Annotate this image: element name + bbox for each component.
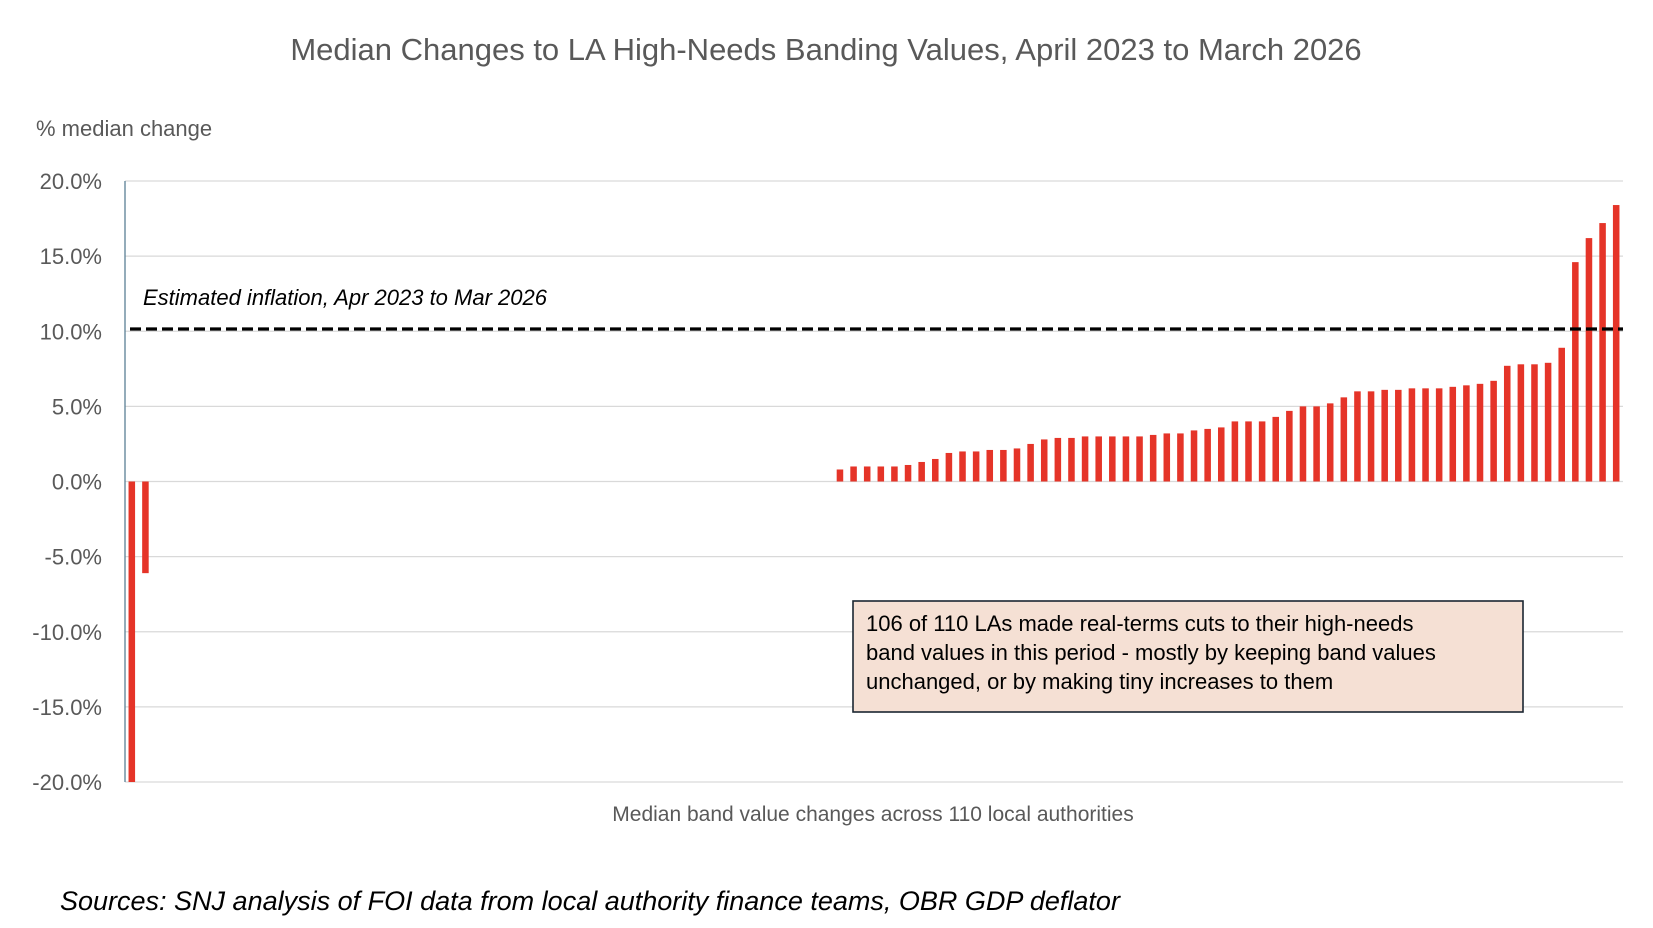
bar bbox=[1081, 436, 1089, 482]
y-axis-label: % median change bbox=[36, 116, 212, 141]
bar bbox=[1313, 406, 1320, 482]
bar bbox=[932, 458, 939, 482]
bar bbox=[959, 451, 966, 482]
bar bbox=[836, 469, 844, 482]
annotation-rect bbox=[852, 600, 1524, 713]
bar bbox=[1490, 380, 1497, 482]
bar bbox=[1258, 421, 1266, 482]
bar bbox=[1463, 385, 1470, 482]
bar bbox=[1395, 389, 1402, 482]
bar bbox=[1286, 410, 1293, 482]
y-tick-label: 20.0% bbox=[40, 169, 102, 194]
bar bbox=[1408, 388, 1416, 482]
annotation-box: 106 of 110 LAs made real-terms cuts to t… bbox=[852, 600, 1524, 713]
bar bbox=[1177, 433, 1184, 482]
y-tick-label: 5.0% bbox=[52, 394, 102, 419]
bar bbox=[850, 466, 857, 482]
annotation-line: 106 of 110 LAs made real-terms cuts to t… bbox=[866, 611, 1413, 636]
y-tick-labels: 20.0% 15.0% 10.0% 5.0% 0.0% -5.0% -10.0% -15.0%… bbox=[32, 169, 102, 795]
bar bbox=[1068, 437, 1075, 482]
y-tick-label: -15.0% bbox=[32, 695, 102, 720]
bar bbox=[1136, 436, 1143, 482]
bar bbox=[1095, 436, 1102, 482]
bar bbox=[1149, 434, 1157, 482]
bar bbox=[891, 466, 898, 482]
bar bbox=[1122, 436, 1130, 482]
bar bbox=[863, 466, 871, 482]
bar bbox=[1000, 449, 1007, 482]
bar bbox=[1326, 403, 1334, 482]
bar bbox=[945, 452, 953, 482]
bar bbox=[1599, 223, 1606, 482]
y-tick-label: -5.0% bbox=[45, 545, 102, 570]
bar bbox=[1435, 388, 1443, 482]
bar bbox=[972, 451, 980, 482]
bar bbox=[1272, 416, 1280, 482]
bar bbox=[1354, 391, 1361, 482]
bar bbox=[877, 466, 885, 482]
bar bbox=[1531, 364, 1538, 482]
bar bbox=[1367, 391, 1375, 482]
x-axis-label: Median band value changes across 110 loc… bbox=[612, 803, 1133, 826]
bar bbox=[1612, 205, 1620, 482]
bar bbox=[1558, 347, 1565, 482]
bar bbox=[1013, 448, 1021, 482]
bar bbox=[1109, 436, 1116, 482]
inflation-label: Estimated inflation, Apr 2023 to Mar 202… bbox=[143, 285, 548, 310]
bar bbox=[128, 481, 136, 782]
bar bbox=[986, 449, 994, 482]
y-tick-label: 0.0% bbox=[52, 470, 102, 495]
bar bbox=[1217, 427, 1225, 482]
bar bbox=[1204, 428, 1211, 482]
bar bbox=[1040, 439, 1048, 482]
gridlines bbox=[125, 180, 1623, 783]
chart-title: Median Changes to LA High-Needs Banding … bbox=[290, 32, 1361, 67]
source-note: Sources: SNJ analysis of FOI data from l… bbox=[60, 886, 1121, 916]
bar bbox=[1054, 437, 1062, 482]
bar bbox=[1190, 430, 1198, 482]
bar bbox=[1585, 238, 1593, 482]
bar bbox=[1163, 433, 1171, 482]
y-tick-label: -20.0% bbox=[32, 770, 102, 795]
bar bbox=[1422, 388, 1429, 482]
bar bbox=[1544, 362, 1552, 482]
bar bbox=[918, 461, 925, 482]
bar bbox=[1231, 421, 1239, 482]
bar bbox=[1340, 397, 1348, 482]
y-tick-label: 10.0% bbox=[40, 319, 102, 344]
bar bbox=[1517, 364, 1525, 482]
bar bbox=[1381, 389, 1388, 482]
annotation-line: band values in this period - mostly by k… bbox=[866, 640, 1436, 665]
bar bbox=[1299, 406, 1307, 482]
bar bbox=[1572, 262, 1579, 482]
bar bbox=[904, 464, 912, 482]
bar bbox=[1245, 421, 1252, 482]
bar bbox=[142, 481, 149, 574]
bars bbox=[128, 205, 1620, 782]
bar bbox=[1503, 365, 1511, 482]
y-tick-label: -10.0% bbox=[32, 620, 102, 645]
y-tick-label: 15.0% bbox=[40, 244, 102, 269]
bar bbox=[1476, 383, 1484, 482]
bar bbox=[1449, 386, 1457, 482]
bar bbox=[1027, 443, 1034, 482]
annotation-line: unchanged, or by making tiny increases t… bbox=[866, 669, 1333, 694]
